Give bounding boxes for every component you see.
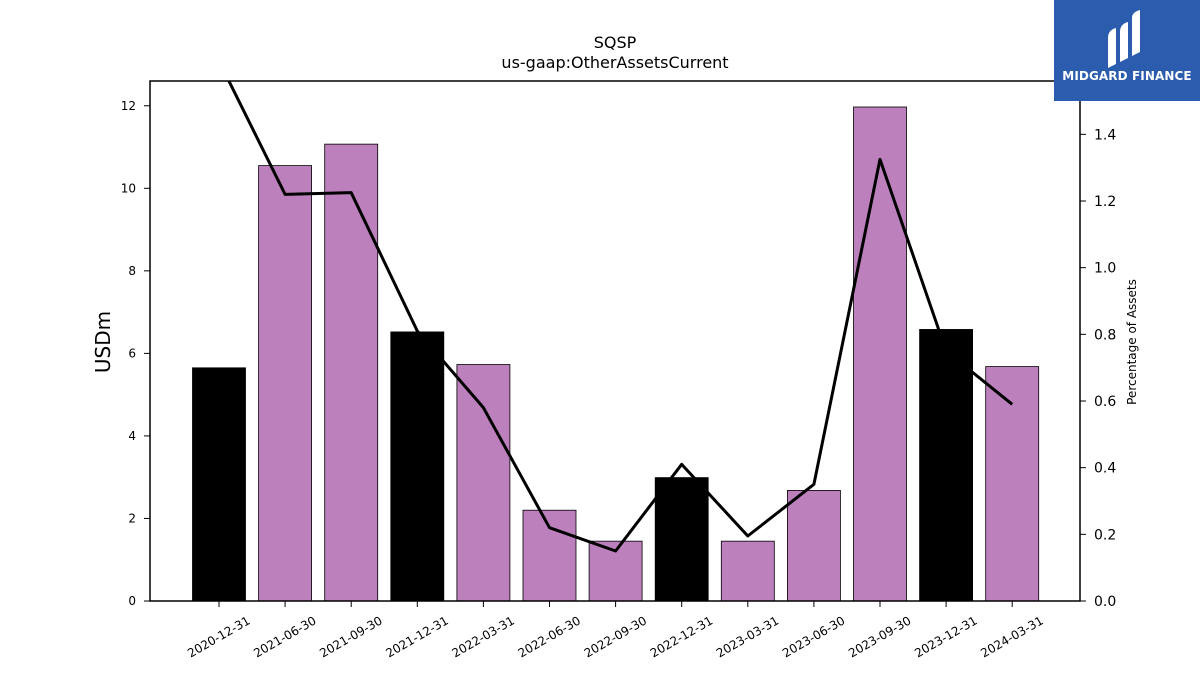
- y2-tick-label: 1.4: [1094, 127, 1116, 143]
- y2-tick-label: 0.2: [1094, 527, 1116, 543]
- bar-2023-09-30: [853, 106, 907, 601]
- bar-2022-12-31: [654, 477, 709, 601]
- bar-2021-12-31: [390, 331, 445, 601]
- x-tick-label: 2021-12-31: [383, 613, 450, 660]
- bar-2022-06-30: [522, 509, 577, 601]
- y2-tick-label: 0.0: [1094, 594, 1116, 610]
- bar-2023-12-31: [919, 329, 973, 601]
- y-tick-label: 8: [128, 264, 136, 278]
- chart-subtitle: us-gaap:OtherAssetsCurrent: [501, 53, 728, 72]
- y2-tick-label: 0.4: [1094, 461, 1116, 477]
- y-tick-label: 0: [128, 594, 136, 608]
- y-tick-label: 10: [121, 181, 136, 195]
- x-tick-label: 2021-06-30: [251, 613, 318, 660]
- bar-2021-06-30: [258, 165, 313, 601]
- x-tick-label: 2022-03-31: [449, 613, 516, 660]
- y2-tick-label: 0.8: [1094, 327, 1116, 343]
- x-tick-label: 2021-09-30: [317, 613, 384, 660]
- bar-2023-06-30: [787, 489, 841, 601]
- y-tick-label: 6: [128, 346, 136, 360]
- x-tick-label: 2023-03-31: [714, 613, 781, 660]
- x-tick-label: 2023-12-31: [912, 613, 979, 660]
- x-tick-label: 2020-12-31: [185, 613, 252, 660]
- y2-axis-label: Percentage of Assets: [1125, 279, 1139, 405]
- bar-2024-03-31: [985, 366, 1040, 601]
- logo: MIDGARD FINANCE: [1054, 0, 1200, 101]
- bar-2021-09-30: [324, 143, 379, 601]
- bar-2020-12-31: [192, 367, 246, 601]
- x-tick-label: 2024-03-31: [978, 613, 1045, 660]
- y2-tick-label: 1.0: [1094, 261, 1116, 277]
- x-tick-label: 2022-09-30: [582, 613, 649, 660]
- y-tick-label: 4: [128, 429, 136, 443]
- y2-tick-label: 1.2: [1094, 194, 1116, 210]
- chart-title: SQSP: [594, 33, 637, 52]
- plot-frame: [149, 80, 1081, 602]
- y2-tick-label: 0.6: [1094, 394, 1116, 410]
- x-tick-label: 2022-06-30: [516, 613, 583, 660]
- bar-2023-03-31: [720, 540, 775, 601]
- logo-text: MIDGARD FINANCE: [1062, 69, 1192, 83]
- y-tick-label: 2: [128, 511, 136, 525]
- x-tick-label: 2023-06-30: [780, 613, 847, 660]
- percentage-line: [227, 81, 1014, 553]
- x-tick-label: 2023-09-30: [846, 613, 913, 660]
- x-tick-label: 2022-12-31: [648, 613, 715, 660]
- y-axis-label: USDm: [91, 311, 115, 373]
- y-tick-label: 12: [121, 99, 136, 113]
- logo-mark-icon: [1108, 10, 1140, 68]
- bar-2022-03-31: [456, 364, 511, 601]
